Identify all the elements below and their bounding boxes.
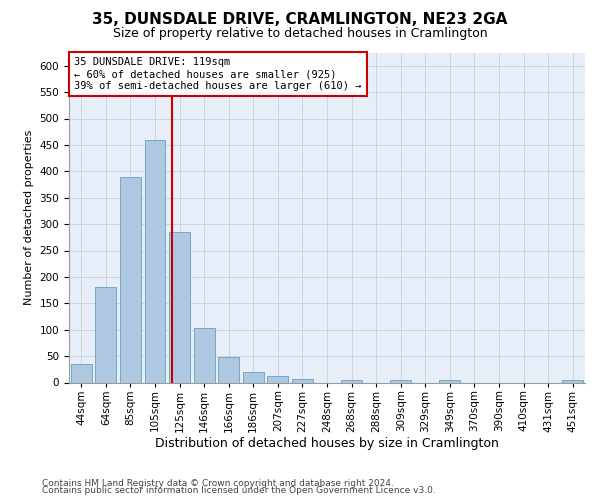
Text: 35 DUNSDALE DRIVE: 119sqm
← 60% of detached houses are smaller (925)
39% of semi: 35 DUNSDALE DRIVE: 119sqm ← 60% of detac… <box>74 58 362 90</box>
Bar <box>194 328 215 382</box>
Bar <box>71 364 92 382</box>
Bar <box>95 288 116 382</box>
Bar <box>169 232 190 382</box>
Bar <box>120 176 141 382</box>
Text: 35, DUNSDALE DRIVE, CRAMLINGTON, NE23 2GA: 35, DUNSDALE DRIVE, CRAMLINGTON, NE23 2G… <box>92 12 508 28</box>
Bar <box>341 380 362 382</box>
Bar <box>390 380 411 382</box>
Bar <box>145 140 166 382</box>
Y-axis label: Number of detached properties: Number of detached properties <box>24 130 34 305</box>
Text: Contains HM Land Registry data © Crown copyright and database right 2024.: Contains HM Land Registry data © Crown c… <box>42 478 394 488</box>
Bar <box>268 376 289 382</box>
Text: Size of property relative to detached houses in Cramlington: Size of property relative to detached ho… <box>113 28 487 40</box>
Bar <box>243 372 264 382</box>
Bar <box>562 380 583 382</box>
Bar <box>292 379 313 382</box>
Bar <box>439 380 460 382</box>
Text: Contains public sector information licensed under the Open Government Licence v3: Contains public sector information licen… <box>42 486 436 495</box>
Bar <box>218 357 239 382</box>
X-axis label: Distribution of detached houses by size in Cramlington: Distribution of detached houses by size … <box>155 437 499 450</box>
